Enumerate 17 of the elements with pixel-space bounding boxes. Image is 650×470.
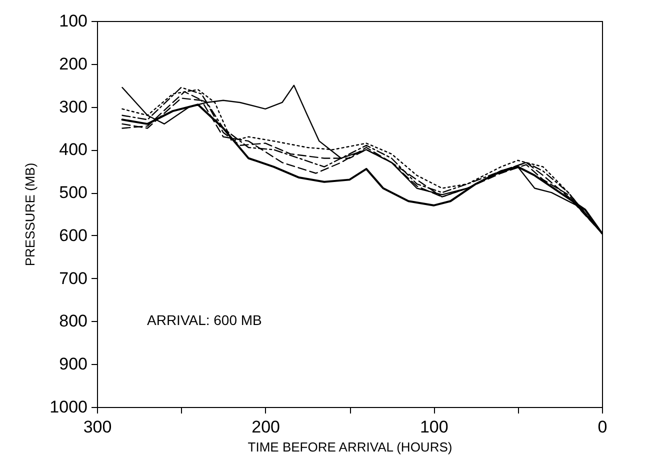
y-tick-label: 400 (59, 140, 88, 160)
y-tick-label: 200 (59, 54, 88, 74)
y-tick-label: 600 (59, 226, 88, 245)
y-tick-label: 300 (59, 97, 88, 116)
y-tick-label: 1000 (50, 398, 88, 416)
y-tick-label: 900 (59, 354, 88, 374)
x-axis-title: TIME BEFORE ARRIVAL (HOURS) (248, 440, 452, 454)
x-tick-label: 100 (420, 418, 448, 436)
x-tick-label: 0 (598, 418, 608, 436)
x-tick-label: 300 (83, 418, 112, 436)
y-tick-label: 500 (59, 183, 88, 202)
y-tick-label: 800 (59, 312, 88, 331)
annotation: ARRIVAL: 600 MB (147, 312, 262, 328)
y-tick-label: 700 (59, 268, 88, 288)
y-axis-title: PRESSURE (MB) (22, 162, 38, 266)
x-tick-label: 200 (252, 418, 280, 436)
y-tick-label: 100 (59, 12, 88, 30)
